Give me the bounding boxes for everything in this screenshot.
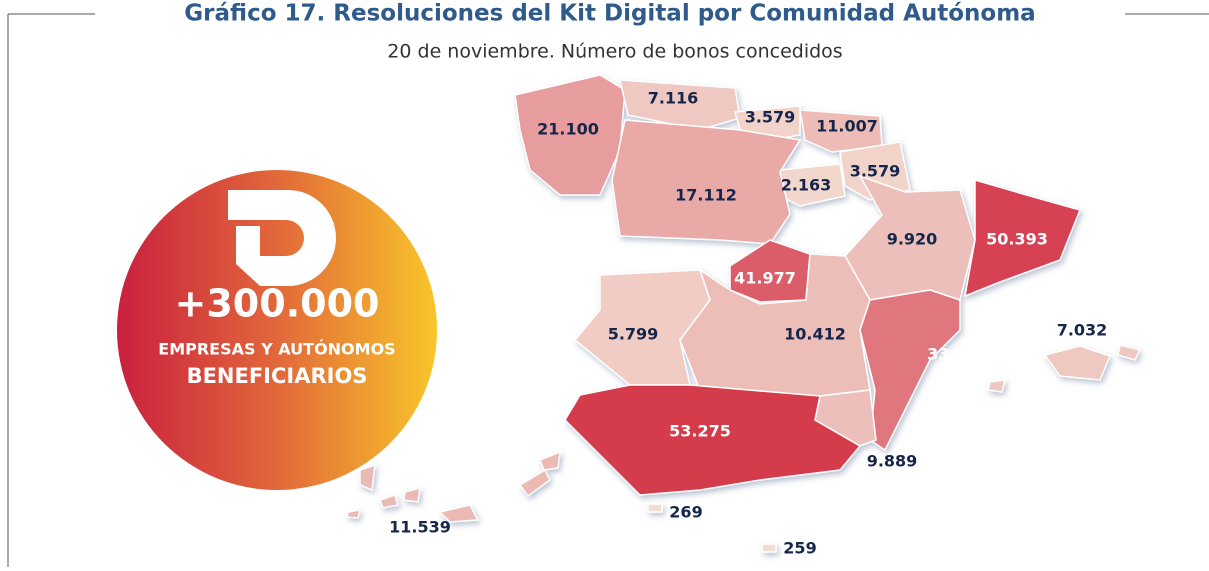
region [564, 384, 862, 496]
badge-figure: +300.000 [175, 282, 380, 326]
region [761, 543, 777, 553]
subtitle: 20 de noviembre. Número de bonos concedi… [387, 41, 842, 63]
labels: 21.100 7.116 3.579 11.007 3.579 2.163 17.112 9.… [389, 89, 1107, 558]
region-label: 3.579 [850, 162, 901, 181]
region [964, 179, 1082, 298]
region-label: 9.920 [887, 230, 938, 249]
region-label: 9.889 [867, 452, 918, 471]
logo [228, 190, 336, 286]
region [987, 344, 1142, 393]
badge-circle [117, 170, 437, 490]
region [859, 289, 961, 452]
region-label: 53.275 [669, 422, 731, 441]
region-label: 259 [783, 539, 816, 558]
region-label: 5.799 [608, 325, 659, 344]
region [611, 119, 802, 245]
badge-line: BENEFICIARIOS [187, 364, 368, 388]
region-label: 269 [669, 503, 702, 522]
regions [346, 74, 1142, 553]
region-label: 21.100 [537, 120, 599, 139]
region [619, 79, 741, 131]
region-label: 10.412 [784, 325, 846, 344]
region [346, 450, 561, 523]
region-label: 2.163 [781, 176, 832, 195]
region [647, 503, 663, 513]
region-label: 7.032 [1057, 321, 1108, 340]
region-label: 50.393 [986, 230, 1048, 249]
region-label: 11.007 [816, 117, 878, 136]
badge-line: EMPRESAS Y AUTÓNOMOS [158, 340, 395, 359]
region-label: 7.116 [648, 89, 699, 108]
region-label: 41.977 [734, 269, 796, 288]
region [514, 74, 626, 196]
badge: +300.000 EMPRESAS Y AUTÓNOMOS BENEFICIAR… [117, 170, 437, 490]
region-label: 17.112 [675, 186, 737, 205]
title: Gráfico 17. Resoluciones del Kit Digital… [184, 1, 1035, 27]
region-label: 3.579 [745, 108, 796, 127]
region-label: 11.539 [389, 518, 451, 537]
region-label: 33.598 [927, 345, 989, 364]
